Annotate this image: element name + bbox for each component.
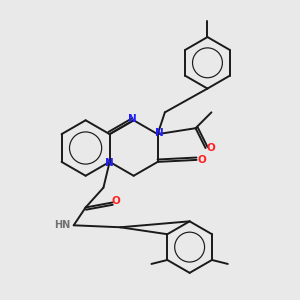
Text: N: N	[155, 128, 164, 138]
Text: HN: HN	[55, 220, 71, 230]
Text: N: N	[128, 114, 137, 124]
Text: O: O	[197, 155, 206, 165]
Text: O: O	[112, 196, 121, 206]
Text: O: O	[206, 143, 215, 153]
Text: N: N	[105, 158, 114, 168]
